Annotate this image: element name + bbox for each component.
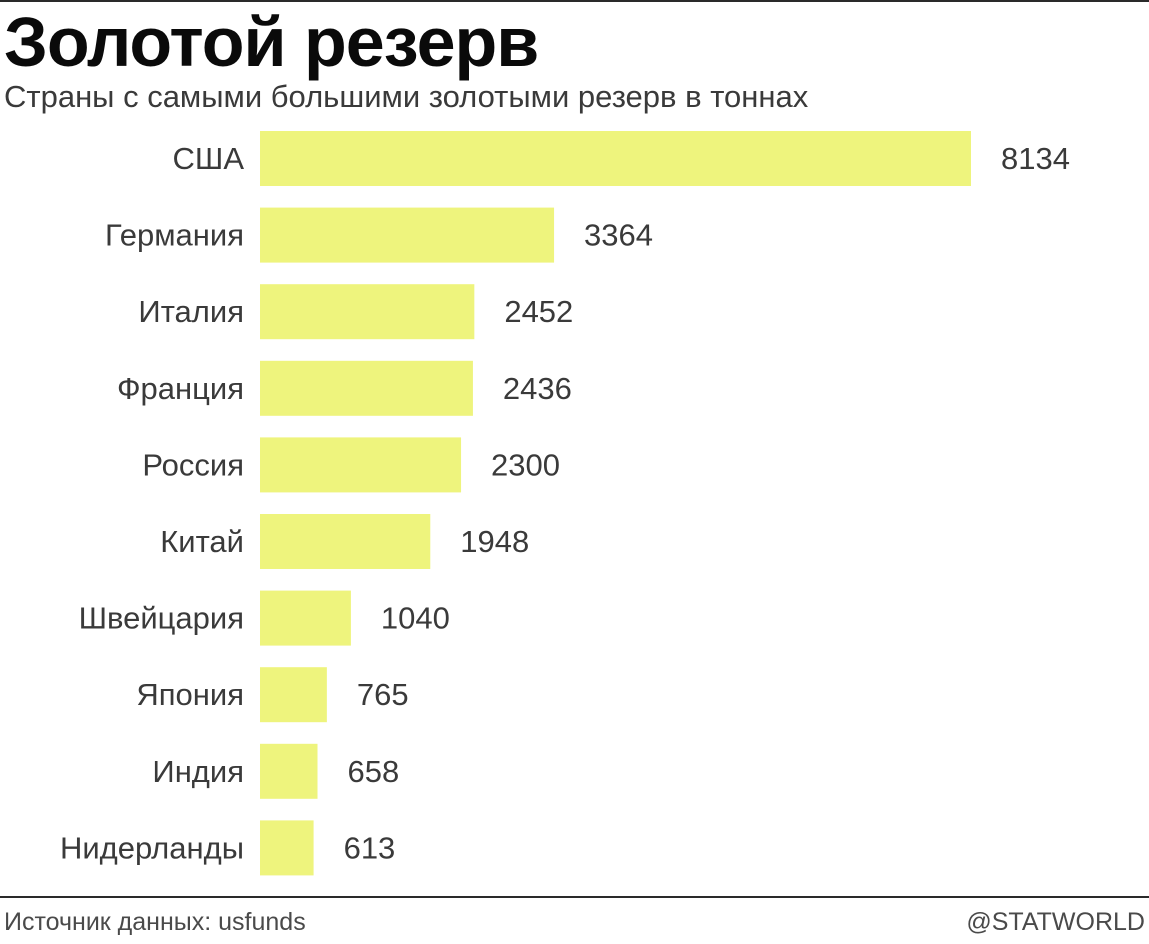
bar-6 xyxy=(260,514,431,569)
bar-2 xyxy=(260,207,555,263)
value-label: 613 xyxy=(344,830,396,865)
category-label: Россия xyxy=(142,447,244,482)
value-label: 1948 xyxy=(460,524,529,559)
bottom-rule xyxy=(0,896,1149,898)
bar-8 xyxy=(260,667,327,723)
brand-credit[interactable]: @STATWORLD xyxy=(966,908,1145,936)
bar-9 xyxy=(260,743,318,799)
category-label: Япония xyxy=(136,677,244,712)
value-label: 1040 xyxy=(381,601,450,636)
chart-subtitle: Страны с самыми большими золотыми резерв… xyxy=(4,79,809,114)
value-label: 3364 xyxy=(584,218,653,253)
value-label: 658 xyxy=(348,754,400,789)
bar-1 xyxy=(260,131,971,186)
category-label: Франция xyxy=(117,371,244,406)
value-label: 8134 xyxy=(1001,141,1070,176)
category-label: Италия xyxy=(138,294,244,329)
category-label: США xyxy=(173,141,245,176)
bar-3 xyxy=(260,284,475,340)
category-label: Швейцария xyxy=(79,601,244,636)
value-label: 2300 xyxy=(491,447,560,482)
category-label: Германия xyxy=(105,218,244,253)
chart-title: Золотой резерв xyxy=(4,3,539,81)
top-rule xyxy=(0,0,1149,2)
source-note: Источник данных: usfunds xyxy=(4,908,306,936)
bar-10 xyxy=(260,820,314,876)
value-label: 2436 xyxy=(503,371,572,406)
category-label: Нидерланды xyxy=(60,830,244,865)
bar-4 xyxy=(260,360,473,416)
value-label: 2452 xyxy=(504,294,573,329)
category-label: Китай xyxy=(160,524,244,559)
bar-5 xyxy=(260,437,462,493)
bar-7 xyxy=(260,590,351,646)
value-label: 765 xyxy=(357,677,409,712)
category-label: Индия xyxy=(152,754,244,789)
